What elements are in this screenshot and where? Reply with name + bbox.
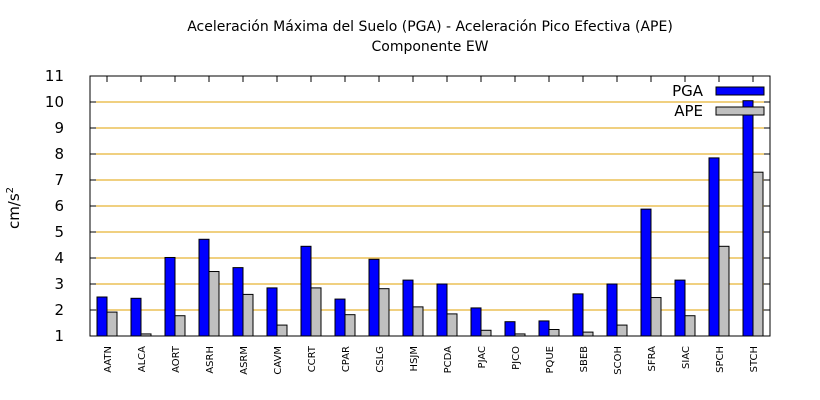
legend-swatch-pga [715, 86, 765, 96]
chart-subtitle: Componente EW [371, 39, 488, 55]
y-tick-label: 4 [54, 249, 64, 267]
bar-ape-siac [684, 315, 696, 337]
bar-ape-asrm [242, 293, 254, 337]
x-tick-label: SBEB [579, 346, 590, 373]
bar-pga-siac [674, 279, 686, 337]
x-tick-label: ASRH [205, 346, 216, 374]
bar-pga-cslg [368, 258, 380, 337]
bar-pga-asrh [198, 238, 210, 337]
y-tick-label: 8 [54, 145, 64, 163]
bar-ape-spch [718, 245, 730, 337]
x-tick-label: PQUE [545, 346, 556, 374]
x-tick-label: HSJM [409, 346, 420, 371]
legend-label-pga: PGA [672, 82, 704, 100]
bar-pga-asrm [232, 267, 244, 337]
x-tick-label: PCDA [443, 346, 454, 374]
bar-ape-asrh [208, 271, 220, 337]
bar-pga-cpar [334, 298, 346, 337]
bar-ape-hsjm [412, 306, 424, 337]
x-tick-label: SIAC [681, 346, 692, 369]
legend-label-ape: APE [674, 102, 703, 120]
bar-pga-hsjm [402, 279, 414, 337]
x-tick-label: SFRA [647, 346, 658, 372]
bar-ape-pcda [446, 313, 458, 337]
bar-pga-pque [538, 320, 550, 337]
bar-ape-ccrt [310, 287, 322, 337]
bar-ape-cslg [378, 288, 390, 337]
bar-pga-stch [742, 100, 754, 337]
bar-pga-pcda [436, 283, 448, 337]
x-tick-label: CSLG [375, 346, 386, 373]
y-tick-label: 2 [54, 301, 64, 319]
bar-pga-alca [130, 297, 142, 337]
y-axis-label-exponent: 2 [5, 187, 16, 193]
bar-pga-sbeb [572, 293, 584, 337]
bar-ape-scoh [616, 324, 628, 337]
gridlines [90, 101, 770, 311]
x-tick-label: SPCH [715, 346, 726, 373]
y-tick-label: 9 [54, 119, 64, 137]
x-tick-label: AATN [103, 346, 114, 373]
bar-pga-pjco [504, 321, 516, 337]
y-tick-label: 11 [45, 67, 64, 85]
y-tick-label: 1 [54, 327, 64, 345]
bars [96, 100, 764, 337]
x-tick-label: ASRM [239, 346, 250, 375]
y-tick-label: 7 [54, 171, 64, 189]
x-axis: AATN ALCA AORT ASRH ASRM CAVM CCRT CPAR CSLG HSJM… [103, 76, 760, 375]
bar-ape-cpar [344, 314, 356, 337]
bar-ape-cavm [276, 324, 288, 337]
x-tick-label: ALCA [137, 346, 148, 372]
bar-ape-sbeb [582, 331, 594, 337]
x-tick-label: CAVM [273, 346, 284, 375]
y-tick-label: 10 [45, 93, 64, 111]
bar-ape-sfra [650, 297, 662, 337]
bar-pga-spch [708, 157, 720, 337]
x-tick-label: AORT [171, 345, 182, 373]
bar-pga-sfra [640, 208, 652, 337]
chart-title: Aceleración Máxima del Suelo (PGA) - Ace… [187, 19, 673, 35]
x-tick-label: PJCO [511, 346, 522, 370]
bar-pga-aort [164, 256, 176, 337]
bar-pga-scoh [606, 283, 618, 337]
bar-pga-aatn [96, 296, 108, 337]
legend: PGA APE [672, 82, 765, 120]
bar-ape-stch [752, 171, 764, 337]
legend-swatch-ape [715, 106, 765, 116]
x-tick-label: SCOH [613, 346, 624, 375]
bar-pga-cavm [266, 287, 278, 337]
bar-pga-pjac [470, 307, 482, 337]
x-tick-label: PJAC [477, 346, 488, 368]
y-axis: 1 2 3 4 5 6 7 8 9 10 11 [45, 67, 770, 345]
x-tick-label: STCH [749, 346, 760, 372]
bar-ape-pjac [480, 329, 492, 337]
bar-ape-pque [548, 329, 560, 337]
x-tick-label: CPAR [341, 346, 352, 372]
bar-ape-aort [174, 315, 186, 337]
y-tick-label: 5 [54, 223, 64, 241]
y-tick-label: 3 [54, 275, 64, 293]
x-tick-label: CCRT [307, 345, 318, 372]
bar-ape-aatn [106, 311, 118, 337]
y-tick-label: 6 [54, 197, 64, 215]
y-axis-label: cm/s2 [5, 187, 23, 229]
bar-pga-ccrt [300, 245, 312, 337]
y-axis-label-unit: cm/s [5, 193, 23, 229]
